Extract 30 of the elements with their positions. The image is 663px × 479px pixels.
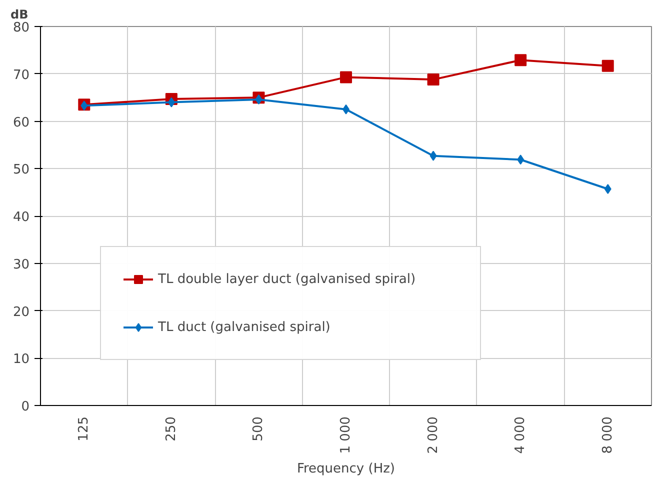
y-tick-label: 60 <box>12 115 30 130</box>
x-tick-label: 2 000 <box>426 416 441 454</box>
point <box>168 97 175 108</box>
point <box>602 60 614 72</box>
x-tick-label: 8 000 <box>600 416 616 454</box>
point <box>340 71 352 84</box>
y-tick-label: 40 <box>12 210 30 225</box>
y-axis-title: dB <box>10 8 28 22</box>
x-tick-label: 125 <box>76 416 92 442</box>
legend-label: TL duct (galvanised spiral) <box>158 320 332 334</box>
y-tick-label: 70 <box>12 68 30 83</box>
x-tick-label: 4 000 <box>513 416 528 454</box>
y-tick-label: 20 <box>12 304 30 320</box>
point <box>255 94 262 104</box>
x-tick-label: 1 000 <box>338 416 354 454</box>
y-tick-label: 0 <box>21 400 30 414</box>
x-tick-label: 500 <box>251 416 266 442</box>
point <box>517 154 524 165</box>
legend-label: TL double layer duct (galvanised spiral) <box>158 272 417 286</box>
y-tick-label: 80 <box>12 20 30 36</box>
y-tick-label: 50 <box>12 162 30 178</box>
point <box>80 100 88 111</box>
y-tick-label: 10 <box>12 352 30 368</box>
x-axis-title: Frequency (Hz) <box>296 462 396 477</box>
point <box>514 54 527 66</box>
y-tick-label: 30 <box>12 257 30 272</box>
point <box>430 150 437 161</box>
point <box>604 184 612 194</box>
x-tick-label: 250 <box>164 416 179 442</box>
point <box>427 74 440 86</box>
